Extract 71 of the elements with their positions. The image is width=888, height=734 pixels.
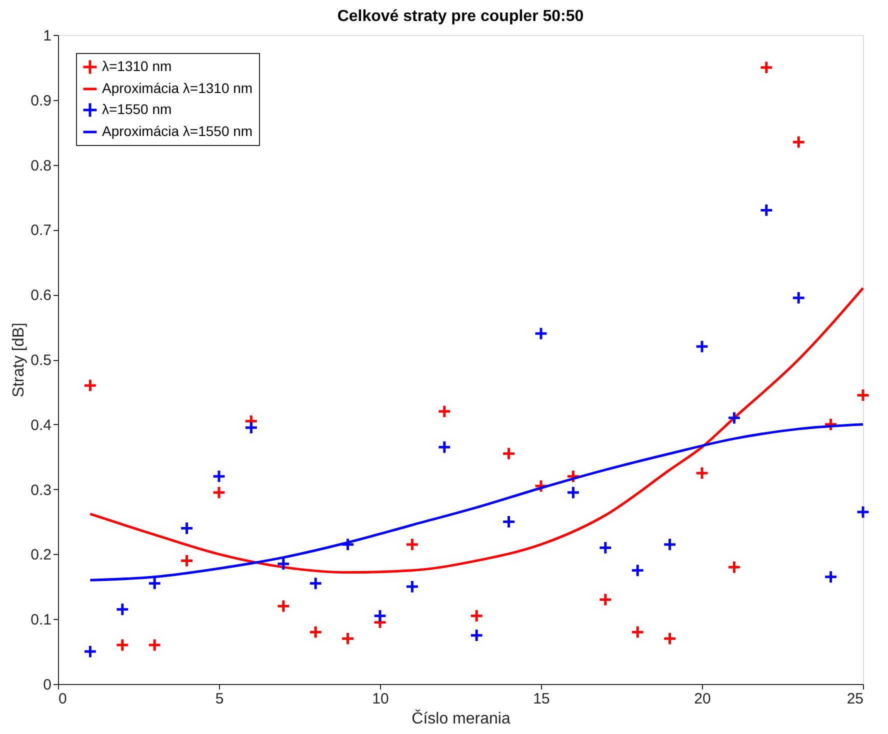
point <box>695 466 709 480</box>
point <box>115 638 130 652</box>
x-tick-label: 0 <box>58 690 67 708</box>
line-series <box>88 286 864 574</box>
point <box>502 446 516 461</box>
point <box>180 521 194 536</box>
x-tick-label: 20 <box>694 690 711 708</box>
point <box>470 608 484 623</box>
y-tick-label: 0.9 <box>30 92 52 110</box>
y-tick-label: 0.7 <box>30 222 52 240</box>
point <box>566 486 580 500</box>
point <box>662 538 677 552</box>
x-axis-title: Číslo merania <box>412 710 510 728</box>
point <box>759 60 774 74</box>
y-tick-label: 0.3 <box>30 482 52 499</box>
y-tick-label: 0.4 <box>30 416 52 434</box>
y-tick-label: 0 <box>43 676 52 694</box>
point <box>824 417 838 432</box>
x-tick-label: 10 <box>372 690 389 708</box>
point <box>148 638 162 652</box>
point <box>373 608 387 623</box>
point <box>437 440 452 454</box>
point <box>83 378 98 392</box>
point <box>630 625 645 640</box>
point <box>759 203 774 218</box>
point <box>276 556 290 571</box>
point <box>276 599 290 614</box>
x-tick-label: 15 <box>533 690 550 708</box>
point <box>792 290 806 305</box>
x-tick-label: 5 <box>215 690 224 708</box>
point <box>598 540 612 555</box>
point <box>308 576 323 590</box>
y-axis-title: Straty [dB] <box>10 322 28 398</box>
point <box>405 538 420 552</box>
point <box>662 632 677 646</box>
point <box>308 625 323 640</box>
point <box>212 469 226 484</box>
point <box>856 388 870 402</box>
point <box>83 644 98 658</box>
point <box>340 538 355 552</box>
point <box>727 410 742 425</box>
point <box>340 632 355 646</box>
point <box>534 326 548 340</box>
point <box>792 135 806 150</box>
x-tick-label: 25 <box>846 690 864 708</box>
y-tick-label: 1 <box>43 28 52 44</box>
legend-label: Aproximácia λ=1550 nm <box>102 123 253 139</box>
point <box>244 420 258 435</box>
point <box>824 570 838 584</box>
y-tick-label: 0.6 <box>30 287 52 304</box>
point <box>727 560 742 574</box>
point <box>598 592 612 607</box>
point <box>180 554 194 568</box>
point <box>470 628 484 642</box>
point <box>148 576 162 590</box>
y-tick-label: 0.2 <box>30 546 52 564</box>
point <box>856 505 870 519</box>
point <box>502 514 516 529</box>
point <box>630 563 645 578</box>
point <box>695 340 709 354</box>
point <box>115 602 130 616</box>
point <box>212 486 226 500</box>
y-tick-label: 0.1 <box>30 612 52 629</box>
chart-title: Celkové straty pre coupler 50:50 <box>337 8 584 25</box>
point <box>437 404 452 418</box>
legend-label: Aproximácia λ=1310 nm <box>102 80 253 96</box>
y-tick-label: 0.5 <box>30 352 52 369</box>
y-tick-label: 0.8 <box>30 157 52 174</box>
legend-label: λ=1310 nm <box>102 58 172 74</box>
legend-label: λ=1550 nm <box>102 101 172 117</box>
point <box>405 580 420 594</box>
